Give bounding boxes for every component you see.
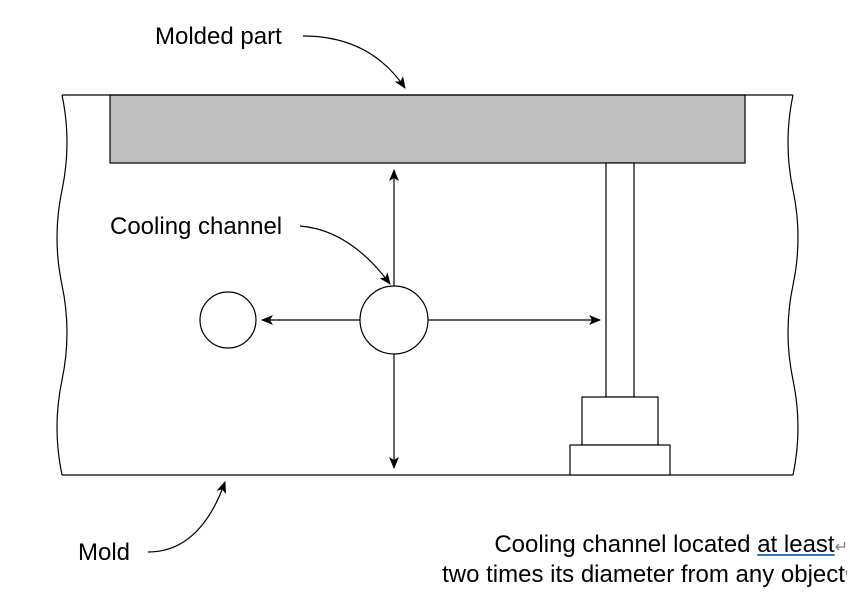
label-mold: Mold xyxy=(78,539,130,567)
ejector-lower-block xyxy=(570,445,670,475)
diagram-svg xyxy=(0,0,856,611)
cooling-channel-left xyxy=(200,292,256,348)
cursor-mark-icon: ꞌ xyxy=(845,569,848,586)
label-molded-part: Molded part xyxy=(155,23,282,51)
mold-left-break xyxy=(57,95,67,475)
cooling-channel-center xyxy=(360,286,428,354)
leader-cooling-channel xyxy=(300,226,390,284)
label-cooling-channel: Cooling channel xyxy=(110,213,282,241)
caption-cooling-rule: Cooling channel located at least↵ two ti… xyxy=(442,530,848,590)
molded-part-rect xyxy=(110,95,745,163)
caption-line2: two times its diameter from any object xyxy=(442,561,845,588)
caption-line1-prefix: Cooling channel located xyxy=(494,531,757,558)
paragraph-mark-icon: ↵ xyxy=(835,539,848,556)
mold-right-break xyxy=(788,95,798,475)
leader-molded-part xyxy=(303,36,405,88)
ejector-pin xyxy=(606,163,634,397)
ejector-upper-block xyxy=(582,397,658,445)
leader-mold xyxy=(148,482,225,552)
caption-line1-underlined: at least xyxy=(757,531,834,558)
